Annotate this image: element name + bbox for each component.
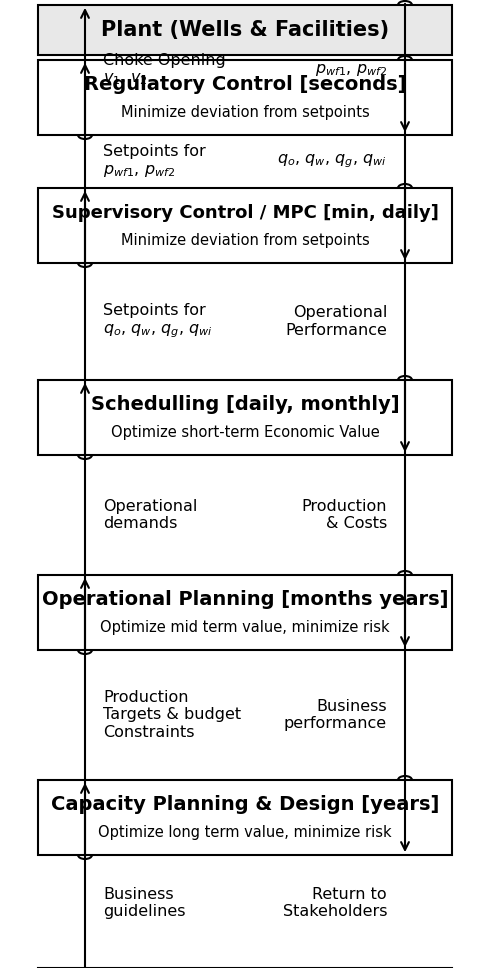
Text: Schedulling [daily, monthly]: Schedulling [daily, monthly]	[91, 395, 399, 414]
Text: Capacity Planning & Design [years]: Capacity Planning & Design [years]	[51, 796, 439, 814]
Text: $p_{wf1}$, $p_{wf2}$: $p_{wf1}$, $p_{wf2}$	[315, 62, 387, 78]
Bar	[38, 780, 452, 855]
Text: Return to
Stakeholders: Return to Stakeholders	[283, 887, 387, 920]
Bar	[38, 188, 452, 263]
Text: Operational Planning [months years]: Operational Planning [months years]	[42, 590, 448, 609]
Text: Supervisory Control / MPC [min, daily]: Supervisory Control / MPC [min, daily]	[51, 203, 439, 222]
Text: Plant (Wells & Facilities): Plant (Wells & Facilities)	[101, 20, 389, 40]
Text: Optimize short-term Economic Value: Optimize short-term Economic Value	[111, 425, 379, 440]
Text: Choke Opening
$v_1$, $v_2$: Choke Opening $v_1$, $v_2$	[103, 53, 226, 87]
Text: Minimize deviation from setpoints: Minimize deviation from setpoints	[121, 105, 369, 120]
Text: $q_o$, $q_w$, $q_g$, $q_{wi}$: $q_o$, $q_w$, $q_g$, $q_{wi}$	[277, 153, 387, 170]
Text: Optimize long term value, minimize risk: Optimize long term value, minimize risk	[98, 825, 392, 840]
Text: Production
Targets & budget
Constraints: Production Targets & budget Constraints	[103, 690, 241, 740]
Text: Business
performance: Business performance	[284, 699, 387, 731]
Text: Minimize deviation from setpoints: Minimize deviation from setpoints	[121, 233, 369, 248]
Bar	[38, 60, 452, 135]
Bar	[38, 380, 452, 455]
Text: Operational
demands: Operational demands	[103, 499, 197, 531]
Text: Setpoints for
$q_o$, $q_w$, $q_g$, $q_{wi}$: Setpoints for $q_o$, $q_w$, $q_g$, $q_{w…	[103, 303, 213, 340]
Text: Production
& Costs: Production & Costs	[301, 499, 387, 531]
Text: Business
guidelines: Business guidelines	[103, 887, 186, 920]
Text: Operational
Performance: Operational Performance	[285, 305, 387, 338]
Text: Setpoints for
$p_{wf1}$, $p_{wf2}$: Setpoints for $p_{wf1}$, $p_{wf2}$	[103, 144, 206, 179]
Text: Optimize mid term value, minimize risk: Optimize mid term value, minimize risk	[100, 620, 390, 635]
Text: Regulatory Control [seconds]: Regulatory Control [seconds]	[84, 76, 406, 94]
Bar	[38, 575, 452, 650]
Bar	[38, 5, 452, 55]
